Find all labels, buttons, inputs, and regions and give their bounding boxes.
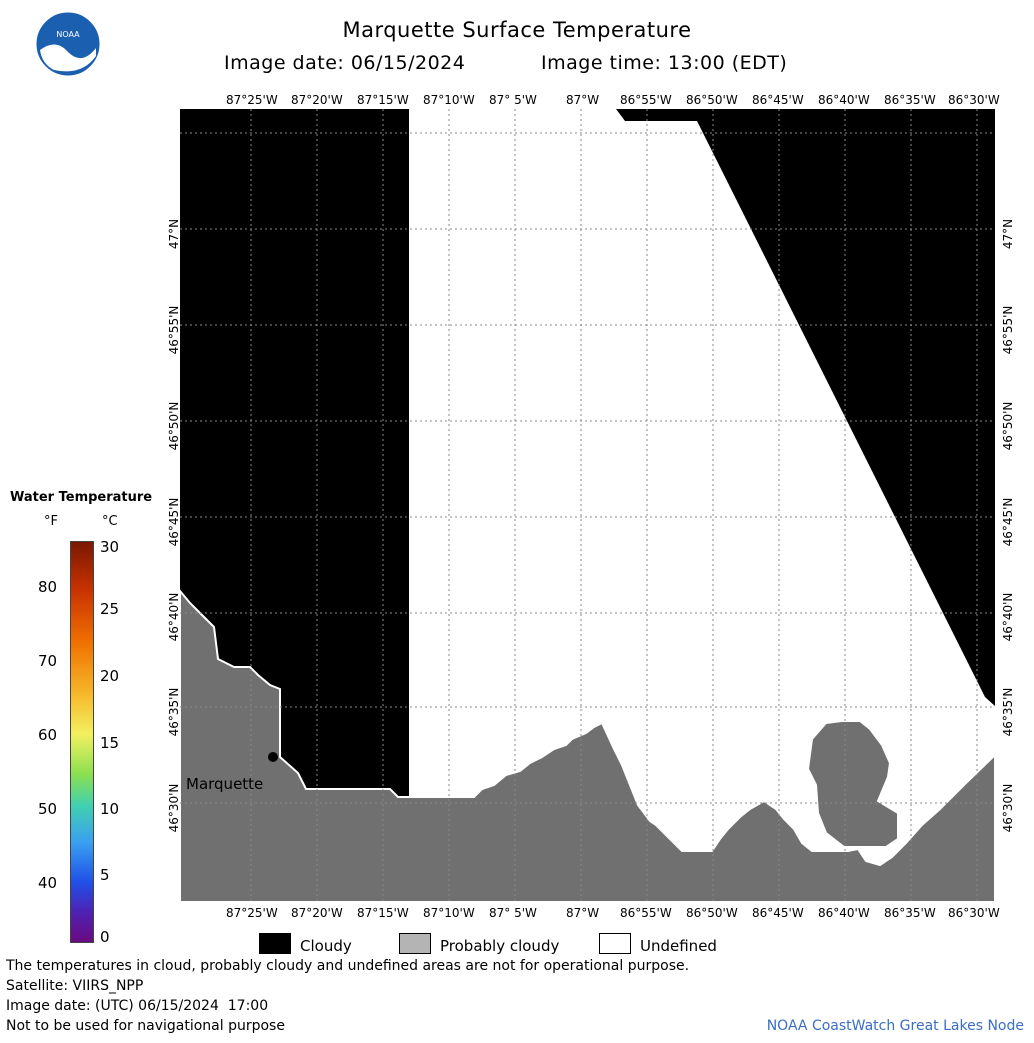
lon-label: 86°30'W [948, 93, 1000, 107]
colorbar-unit-c: °C [102, 514, 118, 529]
c-tick: 20 [100, 667, 120, 685]
lat-label: 46°40'N [167, 592, 181, 642]
lon-label: 87°10'W [423, 93, 475, 107]
cloud-area-west [180, 109, 409, 797]
land-area [180, 589, 995, 902]
legend-label-probably-cloudy: Probably cloudy [440, 937, 560, 955]
lon-label: 86°30'W [948, 906, 1000, 920]
f-tick: 80 [38, 578, 58, 596]
c-tick: 10 [100, 800, 120, 818]
lon-label: 87°W [566, 906, 600, 920]
lon-label: 86°35'W [884, 93, 936, 107]
colorbar-title: Water Temperature [10, 490, 153, 505]
lon-label: 87°15'W [357, 93, 409, 107]
image-date: Image date: 06/15/2024 [224, 52, 466, 74]
f-tick: 50 [38, 800, 58, 818]
lon-label: 86°50'W [686, 906, 738, 920]
noaa-logo-text: NOAA [56, 30, 80, 39]
map-panel: Marquette [180, 109, 995, 902]
c-tick: 5 [100, 866, 110, 884]
legend-swatch-cloudy [259, 933, 291, 954]
lat-label: 46°45'N [1001, 497, 1015, 547]
lon-label: 86°45'W [752, 906, 804, 920]
lon-label: 86°40'W [818, 93, 870, 107]
lon-label: 87°10'W [423, 906, 475, 920]
colorbar-unit-f: °F [44, 514, 58, 529]
lon-label: 86°45'W [752, 93, 804, 107]
lon-label: 87°15'W [357, 906, 409, 920]
lon-label: 87° 5'W [489, 93, 537, 107]
lat-label: 47°N [167, 218, 181, 250]
c-tick: 25 [100, 600, 120, 618]
footer-nav-warning: Not to be used for navigational purpose [6, 1018, 285, 1034]
footer-disclaimer: The temperatures in cloud, probably clou… [6, 958, 690, 974]
f-tick: 60 [38, 726, 58, 744]
f-tick: 70 [38, 652, 58, 670]
lat-label: 46°50'N [167, 401, 181, 451]
c-tick: 30 [100, 538, 120, 556]
footer-credit: NOAA CoastWatch Great Lakes Node [766, 1018, 1024, 1034]
lon-label: 87°20'W [291, 93, 343, 107]
lat-label: 46°55'N [167, 305, 181, 355]
lat-label: 46°50'N [1001, 401, 1015, 451]
lon-label: 87°25'W [226, 906, 278, 920]
lat-label: 46°30'N [167, 783, 181, 833]
lon-label: 86°50'W [686, 93, 738, 107]
lat-label: 46°30'N [1001, 783, 1015, 833]
lat-label: 46°40'N [1001, 592, 1015, 642]
legend-label-undefined: Undefined [640, 937, 717, 955]
f-tick: 40 [38, 874, 58, 892]
noaa-logo: NOAA [36, 12, 100, 76]
page-title: Marquette Surface Temperature [342, 18, 692, 42]
image-time: Image time: 13:00 (EDT) [541, 52, 788, 74]
cloud-area-northeast [616, 109, 995, 706]
legend-swatch-undefined [599, 933, 631, 954]
lon-label: 86°35'W [884, 906, 936, 920]
lat-label: 46°35'N [1001, 687, 1015, 737]
colorbar [70, 541, 94, 943]
c-tick: 15 [100, 734, 120, 752]
lon-label: 86°55'W [620, 906, 672, 920]
footer-satellite: Satellite: VIIRS_NPP [6, 978, 144, 994]
graticule [180, 109, 995, 902]
footer-utc-date: Image date: (UTC) 06/15/2024 17:00 [6, 998, 269, 1014]
c-tick: 0 [100, 928, 110, 946]
lat-label: 47°N [1001, 218, 1015, 250]
lat-label: 46°45'N [167, 497, 181, 547]
inland-land-patch [806, 720, 899, 848]
lon-label: 86°40'W [818, 906, 870, 920]
lon-label: 87° 5'W [489, 906, 537, 920]
lon-label: 87°20'W [291, 906, 343, 920]
lon-label: 87°25'W [226, 93, 278, 107]
city-marker [268, 752, 278, 762]
lon-label: 87°W [566, 93, 600, 107]
city-label: Marquette [186, 775, 263, 793]
lat-label: 46°35'N [167, 687, 181, 737]
legend-swatch-probably-cloudy [399, 933, 431, 954]
legend-label-cloudy: Cloudy [300, 937, 352, 955]
lon-label: 86°55'W [620, 93, 672, 107]
lat-label: 46°55'N [1001, 305, 1015, 355]
